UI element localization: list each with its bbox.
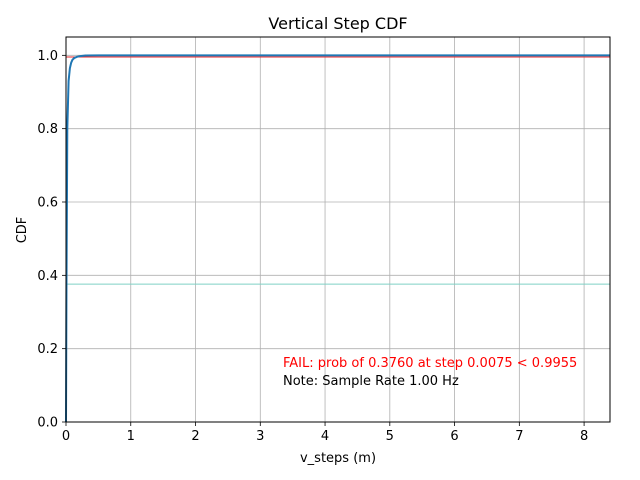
y-tick-label: 0.8: [37, 122, 58, 137]
sample-rate-note: Note: Sample Rate 1.00 Hz: [283, 374, 459, 389]
x-axis-label: v_steps (m): [300, 451, 376, 466]
x-tick-label: 4: [321, 429, 329, 444]
x-tick-label: 5: [386, 429, 394, 444]
plot-frame: [65, 36, 611, 423]
y-axis-ticks: 0.0 0.2 0.4 0.6 0.8 1.0: [37, 49, 66, 431]
x-tick-label: 6: [450, 429, 458, 444]
series-lines: [65, 54, 610, 423]
x-tick-label: 7: [515, 429, 523, 444]
x-axis-ticks: 0 1 2 3 4 5 6 7 8: [62, 422, 588, 444]
x-tick-label: 8: [580, 429, 588, 444]
y-axis-label: CDF: [15, 217, 30, 244]
y-tick-label: 0.2: [37, 342, 58, 357]
x-tick-label: 2: [191, 429, 199, 444]
y-tick-label: 0.0: [37, 416, 58, 431]
y-tick-label: 0.4: [37, 269, 58, 284]
grid-lines: [65, 37, 610, 423]
cdf-line: [65, 54, 610, 423]
y-tick-label: 1.0: [37, 49, 58, 64]
fail-annotation: FAIL: prob of 0.3760 at step 0.0075 < 0.…: [283, 356, 577, 371]
x-tick-label: 0: [62, 429, 70, 444]
x-tick-label: 1: [127, 429, 135, 444]
reference-lines: [66, 56, 610, 285]
x-tick-label: 3: [256, 429, 264, 444]
chart-title: Vertical Step CDF: [268, 14, 407, 33]
y-tick-label: 0.6: [37, 196, 58, 211]
